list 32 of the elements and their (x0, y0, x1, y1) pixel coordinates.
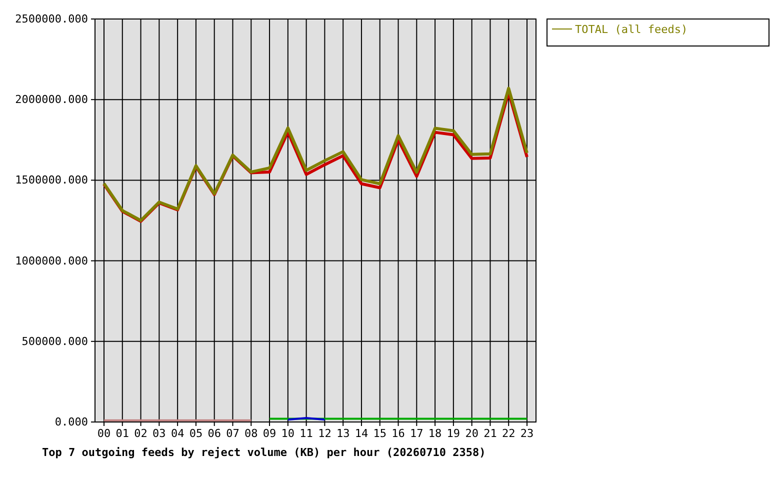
x-tick-label: 09 (262, 426, 276, 440)
y-tick-label: 2500000.000 (15, 12, 88, 26)
x-tick-label: 04 (170, 426, 185, 440)
x-tick-label: 15 (373, 426, 386, 440)
x-tick-label: 21 (484, 426, 497, 440)
x-tick-label: 12 (318, 426, 332, 440)
x-tick-label: 10 (281, 426, 295, 440)
x-tick-label: 13 (336, 426, 350, 440)
text: Top 7 outgoing feeds by reject volume (KB) per hour (20260710 2358) (42, 446, 486, 459)
y-tick-label: 1000000.000 (15, 254, 88, 268)
x-tick-label: 14 (354, 426, 368, 440)
x-tick-label: 02 (134, 426, 148, 440)
x-tick-label: 01 (116, 426, 130, 440)
x-tick-label: 00 (97, 426, 111, 440)
x-tick-label: 22 (502, 426, 516, 440)
x-tick-label: 11 (300, 426, 313, 440)
x-tick-label: 06 (208, 426, 221, 440)
y-tick-label: 500000.000 (22, 334, 88, 348)
x-tick-label: 07 (226, 426, 240, 440)
x-tick-label: 05 (189, 426, 203, 440)
y-tick-label: 1500000.000 (15, 174, 88, 187)
x-tick-label: 17 (410, 426, 424, 440)
y-tick-label: 0.000 (54, 416, 88, 429)
x-tick-label: 03 (152, 426, 166, 440)
x-tick-label: 23 (520, 426, 534, 440)
x-tick-label: 19 (446, 426, 460, 440)
legend-label: TOTAL (all feeds) (575, 23, 688, 36)
x-tick-label: 18 (428, 426, 442, 440)
y-tick-label: 2000000.000 (15, 93, 88, 106)
x-tick-label: 16 (392, 426, 405, 440)
x-tick-label: 08 (244, 426, 258, 440)
x-tick-label: 20 (465, 426, 478, 440)
